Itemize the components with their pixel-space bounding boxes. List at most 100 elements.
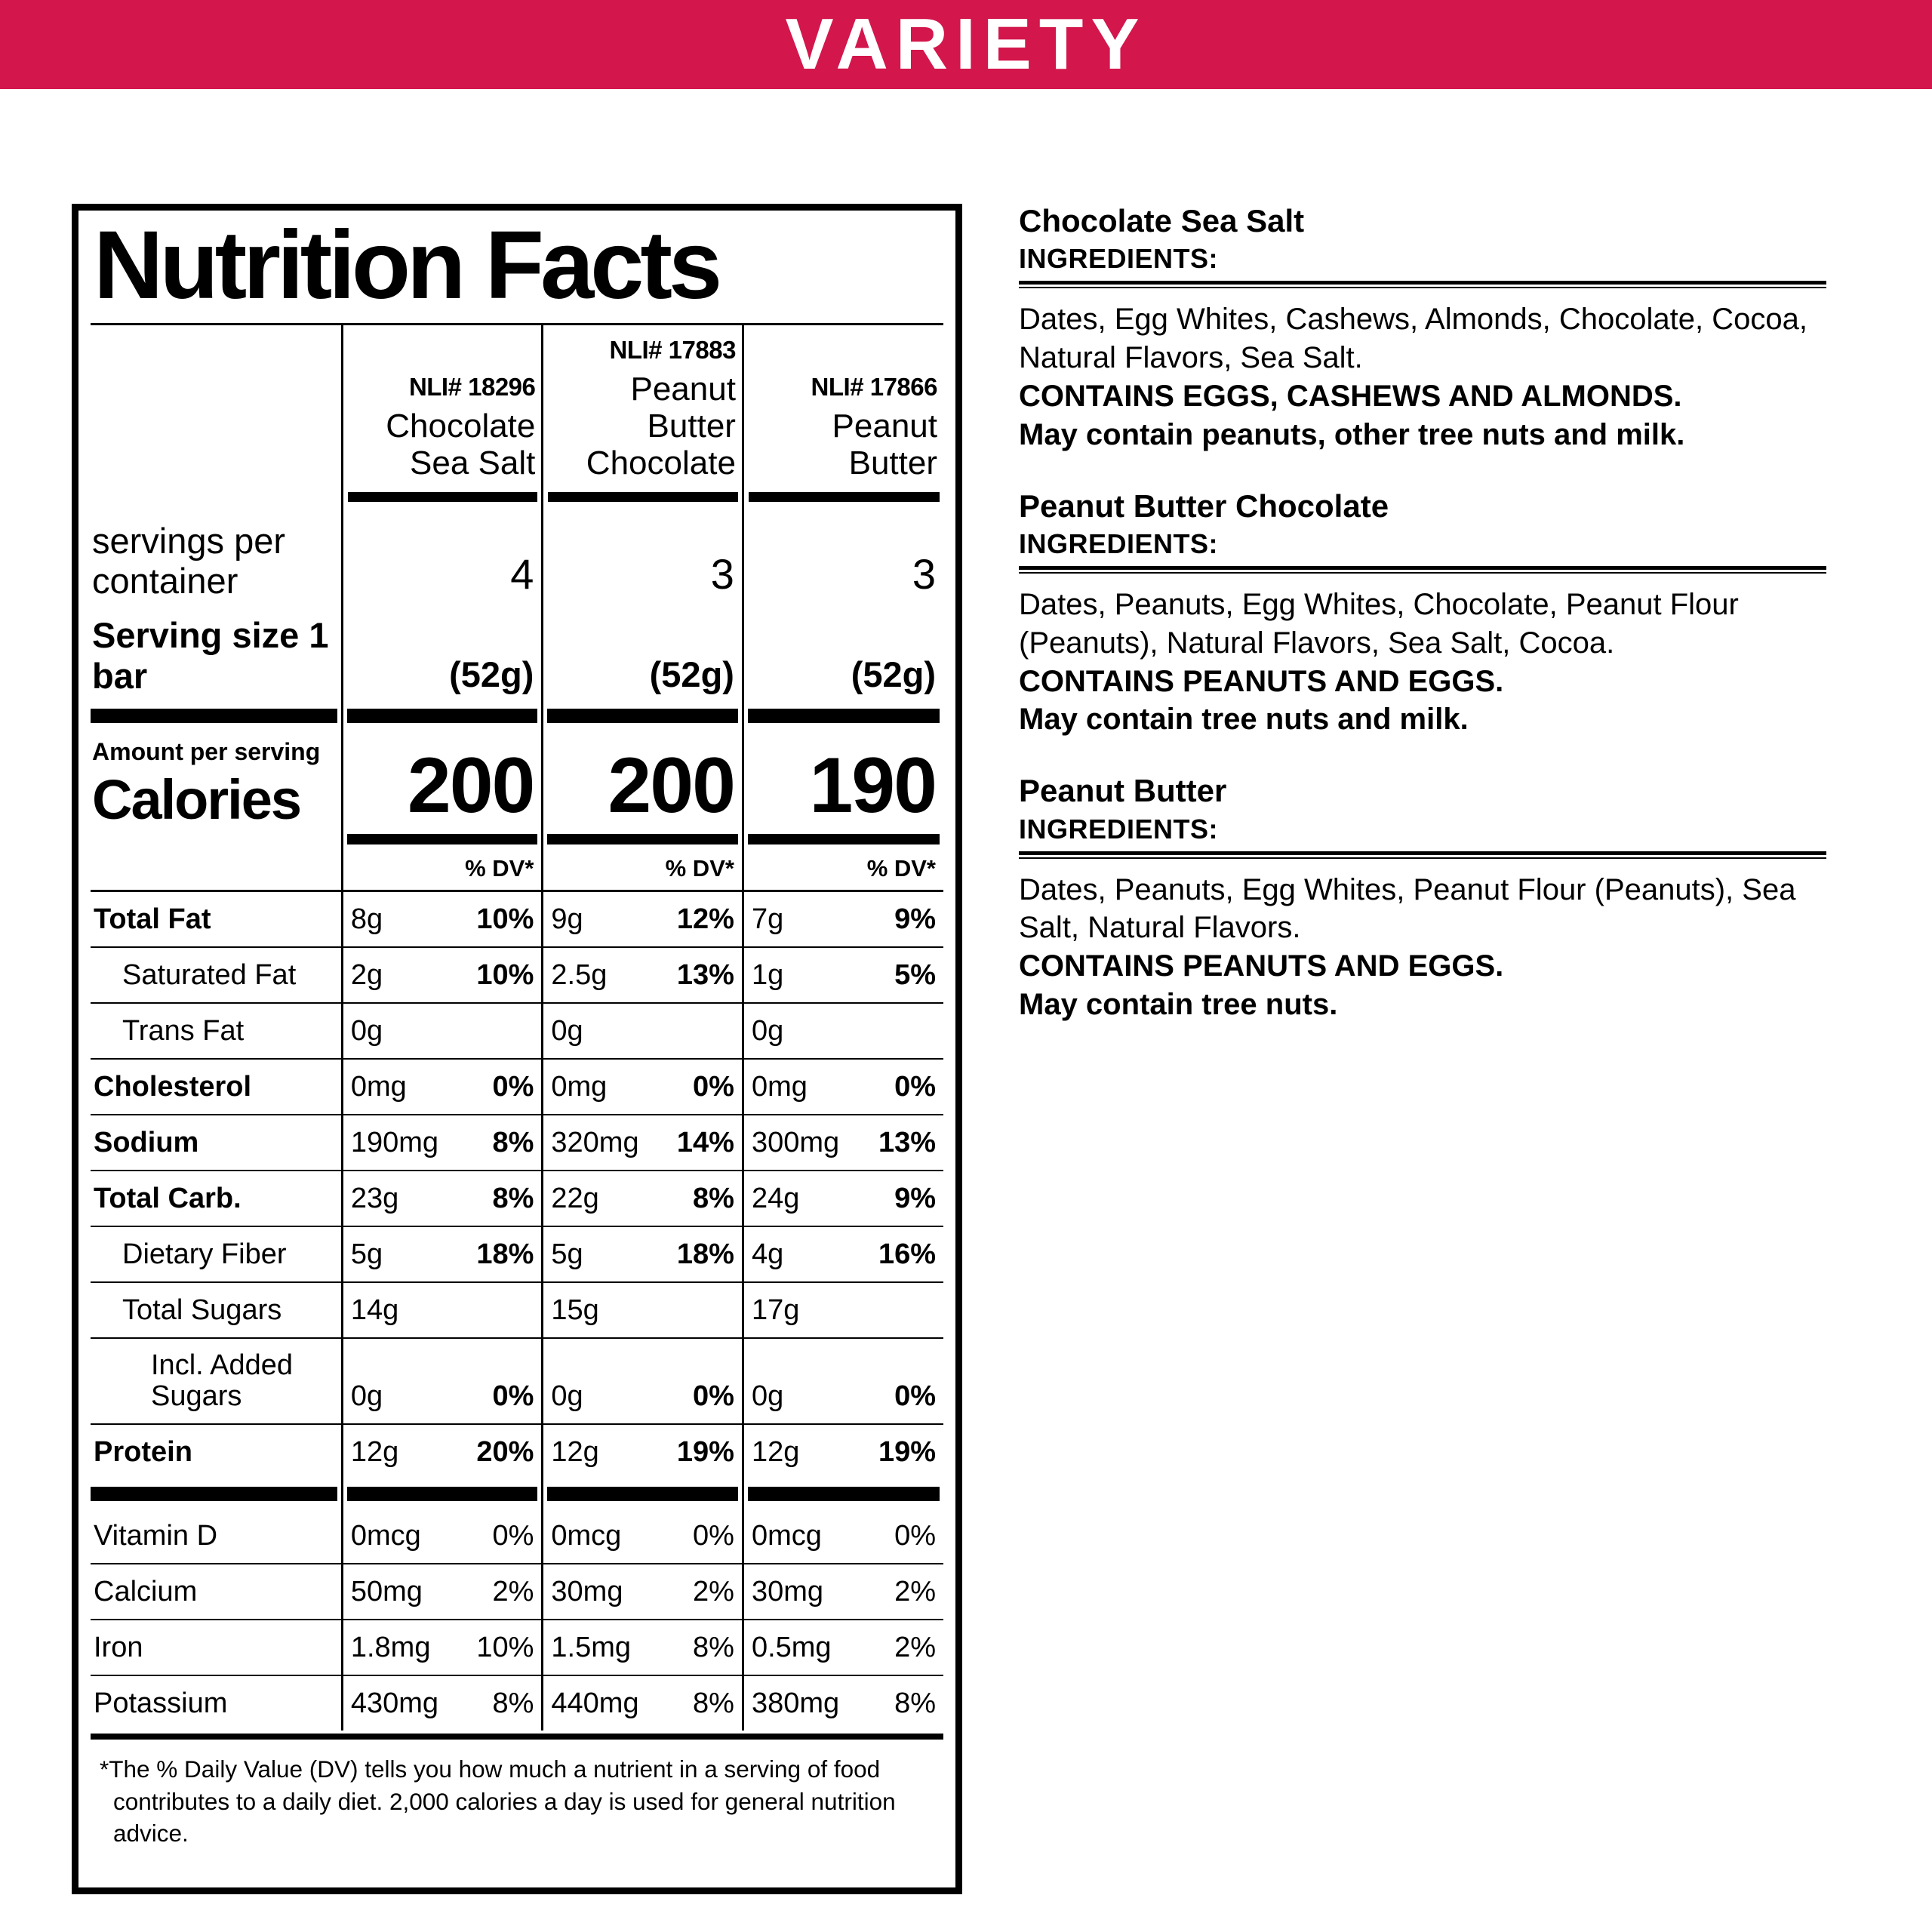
serving-size-value: (52g) bbox=[649, 654, 734, 694]
serving-size-value: (52g) bbox=[851, 654, 936, 694]
nutrient-amount: 300mg bbox=[751, 1126, 840, 1158]
nutrient-amount: 7g bbox=[751, 903, 784, 935]
divider-bar bbox=[91, 1487, 337, 1502]
divider bbox=[1019, 851, 1826, 859]
divider-bar bbox=[747, 708, 940, 723]
dv-header: % DV* bbox=[665, 854, 734, 881]
ingredients-block: Chocolate Sea Salt INGREDIENTS: Dates, E… bbox=[1019, 202, 1826, 454]
banner-title: VARIETY bbox=[785, 4, 1147, 85]
nutrient-dv: 0% bbox=[693, 1520, 734, 1552]
nutrient-dv: 8% bbox=[492, 1182, 534, 1214]
serving-size-label: Serving size 1 bar bbox=[92, 614, 329, 696]
ingredients-heading: INGREDIENTS: bbox=[1019, 813, 1219, 844]
nutrient-label: Calcium bbox=[94, 1576, 198, 1608]
divider-bar bbox=[346, 708, 538, 723]
flavor-name: Peanut Butter bbox=[832, 407, 937, 482]
nutrient-dv: 19% bbox=[676, 1436, 734, 1469]
nutrition-facts-panel: Nutrition Facts NLI# 18296 Chocolate Sea… bbox=[72, 204, 962, 1894]
servings-label: servings per container bbox=[92, 521, 285, 601]
ingredients-list: Dates, Peanuts, Egg Whites, Chocolate, P… bbox=[1019, 587, 1739, 660]
nutrient-amount: 0mg bbox=[751, 1070, 808, 1103]
nutrient-dv: 2% bbox=[894, 1576, 936, 1608]
divider bbox=[91, 1734, 943, 1740]
nutrient-dv: 0% bbox=[693, 1070, 734, 1103]
nutrient-amount: 2.5g bbox=[551, 958, 608, 991]
divider bbox=[91, 322, 943, 325]
divider-bar bbox=[347, 492, 538, 503]
calories-value: 200 bbox=[608, 741, 736, 829]
nutrient-dv: 12% bbox=[676, 903, 734, 935]
nutrient-amount: 0g bbox=[551, 1014, 583, 1047]
nutrient-amount: 0g bbox=[551, 1380, 583, 1413]
table-row: Total Carb. 23g 8% 22g 8% 24g 9% bbox=[91, 1170, 943, 1227]
nutrient-amount: 30mg bbox=[551, 1576, 623, 1608]
calories-row: Amount per serving Calories 200 200 190 bbox=[91, 730, 943, 844]
calories-value: 200 bbox=[407, 741, 536, 829]
table-row: Trans Fat 0g 0g 0g bbox=[91, 1002, 943, 1060]
contains-statement: CONTAINS EGGS, CASHEWS AND ALMONDS. bbox=[1019, 379, 1682, 413]
nutrient-amount: 0mg bbox=[350, 1070, 407, 1103]
table-row: Dietary Fiber 5g 18% 5g 18% 4g 16% bbox=[91, 1226, 943, 1283]
nutrient-dv: 0% bbox=[894, 1380, 936, 1413]
nutrient-amount: 12g bbox=[551, 1436, 599, 1469]
nutrient-amount: 430mg bbox=[350, 1687, 439, 1720]
nutrient-label: Cholesterol bbox=[94, 1070, 252, 1103]
nutrient-dv: 8% bbox=[693, 1182, 734, 1214]
nutrient-amount: 0g bbox=[350, 1380, 383, 1413]
nutrient-dv: 2% bbox=[693, 1576, 734, 1608]
nutrient-rows: Total Fat 8g 10% 9g 12% 7g 9% Saturated Fat… bbox=[91, 891, 943, 1480]
header-section: NLI# 18296 Chocolate Sea Salt NLI# 17883… bbox=[91, 325, 943, 892]
nutrient-label: Trans Fat bbox=[122, 1014, 245, 1047]
divider-bar bbox=[346, 1487, 538, 1502]
table-row: Potassium 430mg 8% 440mg 8% 380mg 8% bbox=[91, 1675, 943, 1731]
table-row: Calcium 50mg 2% 30mg 2% 30mg 2% bbox=[91, 1564, 943, 1621]
nutrient-amount: 8g bbox=[350, 903, 383, 935]
dv-header: % DV* bbox=[465, 854, 534, 881]
variety-banner: VARIETY bbox=[0, 0, 1932, 89]
nutrient-dv: 18% bbox=[676, 1238, 734, 1270]
nutrient-label: Incl. Added Sugars bbox=[151, 1349, 294, 1413]
nli-number: NLI# 18296 bbox=[408, 372, 536, 401]
nli-number: NLI# 17883 bbox=[609, 335, 736, 364]
ingredients-heading: INGREDIENTS: bbox=[1019, 528, 1219, 559]
flavor-name: Peanut Butter Chocolate bbox=[1019, 488, 1389, 524]
ingredients-list: Dates, Egg Whites, Cashews, Almonds, Cho… bbox=[1019, 303, 1807, 375]
ingredients-block: Peanut Butter INGREDIENTS: Dates, Peanut… bbox=[1019, 772, 1826, 1024]
servings-row: servings per container 4 3 3 bbox=[91, 502, 943, 603]
nutrient-label: Sodium bbox=[94, 1126, 199, 1158]
divider bbox=[1019, 565, 1826, 574]
nutrient-amount: 30mg bbox=[751, 1576, 823, 1608]
divider bbox=[1019, 281, 1826, 289]
nutrient-dv: 8% bbox=[693, 1632, 734, 1664]
nutrient-amount: 23g bbox=[350, 1182, 399, 1214]
nutrient-amount: 0mg bbox=[551, 1070, 608, 1103]
divider-bar bbox=[747, 1487, 940, 1502]
nutrient-amount: 9g bbox=[551, 903, 583, 935]
nutrient-dv: 10% bbox=[476, 958, 534, 991]
serving-size-value: (52g) bbox=[449, 654, 534, 694]
nutrient-amount: 17g bbox=[751, 1294, 800, 1326]
may-contain-statement: May contain tree nuts and milk. bbox=[1019, 703, 1469, 737]
nutrient-amount: 0mcg bbox=[350, 1520, 421, 1552]
nutrient-dv: 14% bbox=[676, 1126, 734, 1158]
nutrient-amount: 5g bbox=[551, 1238, 583, 1270]
table-row: Cholesterol 0mg 0% 0mg 0% 0mg 0% bbox=[91, 1058, 943, 1115]
nutrient-dv: 13% bbox=[878, 1126, 936, 1158]
divider-bar bbox=[548, 492, 738, 503]
nutrient-label: Protein bbox=[94, 1436, 192, 1469]
nutrition-facts-title: Nutrition Facts bbox=[94, 211, 722, 319]
flavor-name: Chocolate Sea Salt bbox=[1019, 203, 1305, 238]
nutrient-amount: 12g bbox=[350, 1436, 399, 1469]
nutrient-amount: 12g bbox=[751, 1436, 800, 1469]
servings-value: 4 bbox=[510, 549, 534, 598]
dv-header-row: % DV* % DV* % DV* bbox=[91, 844, 943, 892]
divider-bar bbox=[547, 708, 738, 723]
ingredients-block: Peanut Butter Chocolate INGREDIENTS: Dat… bbox=[1019, 488, 1826, 740]
flavor-header-row: NLI# 18296 Chocolate Sea Salt NLI# 17883… bbox=[91, 325, 943, 503]
nutrient-label: Iron bbox=[94, 1632, 143, 1664]
nutrient-amount: 1g bbox=[751, 958, 784, 991]
nutrient-amount: 380mg bbox=[751, 1687, 840, 1720]
nutrient-amount: 4g bbox=[751, 1238, 784, 1270]
nutrient-dv: 16% bbox=[878, 1238, 936, 1270]
nutrient-dv: 0% bbox=[894, 1520, 936, 1552]
